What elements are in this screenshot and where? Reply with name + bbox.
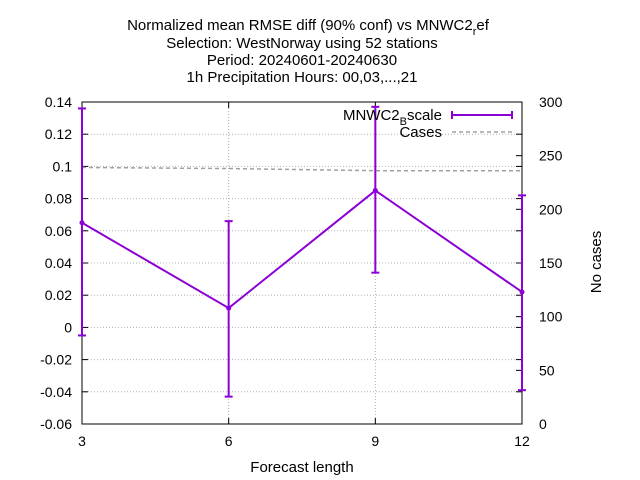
data-point bbox=[226, 305, 232, 311]
legend-label-mnwc2-bscale: MNWC2Bscale bbox=[343, 107, 442, 128]
x-tick-label: 12 bbox=[514, 433, 530, 449]
y-tick-label: -0.04 bbox=[40, 384, 72, 400]
y-tick-label: 0.04 bbox=[45, 255, 72, 271]
title-line-2: Selection: WestNorway using 52 stations bbox=[166, 35, 438, 52]
x-axis-label: Forecast length bbox=[250, 459, 353, 476]
y2-axis-label: No cases bbox=[588, 231, 605, 294]
y-tick-label: 0.02 bbox=[45, 287, 72, 303]
y2-tick-label: 100 bbox=[539, 309, 563, 325]
mnwc2-bscale-line bbox=[81, 189, 523, 310]
x-tick-label: 3 bbox=[78, 433, 86, 449]
y-tick-label: 0.08 bbox=[45, 191, 72, 207]
legend-label-cases: Cases bbox=[399, 124, 442, 141]
y-tick-label: 0.1 bbox=[53, 158, 73, 174]
y-tick-label: 0.06 bbox=[45, 223, 72, 239]
y2-tick-label: 300 bbox=[539, 94, 563, 110]
series-mnwc2-bscale bbox=[78, 105, 526, 398]
data-point bbox=[372, 188, 378, 194]
y-tick-label: 0 bbox=[64, 319, 72, 335]
data-point bbox=[79, 220, 85, 226]
y-tick-label: -0.02 bbox=[40, 352, 72, 368]
series-cases bbox=[81, 166, 522, 172]
grid bbox=[82, 102, 522, 424]
x-tick-label: 6 bbox=[225, 433, 233, 449]
y-tick-label: 0.14 bbox=[45, 94, 72, 110]
axes: -0.06 -0.04 -0.02 0 0.02 0.04 0.06 0.08 0.1 0.12 0… bbox=[40, 94, 562, 449]
y-tick-label: -0.06 bbox=[40, 416, 72, 432]
title-line-1: Normalized mean RMSE diff (90% conf) vs … bbox=[127, 17, 490, 38]
x-tick-label: 9 bbox=[371, 433, 379, 449]
title-line-4: 1h Precipitation Hours: 00,03,...,21 bbox=[187, 69, 418, 86]
y2-tick-label: 50 bbox=[539, 362, 555, 378]
y2-tick-label: 250 bbox=[539, 148, 563, 164]
title-line-3: Period: 20240601-20240630 bbox=[207, 52, 397, 69]
y-tick-label: 0.12 bbox=[45, 126, 72, 142]
chart-title: Normalized mean RMSE diff (90% conf) vs … bbox=[127, 17, 490, 86]
y2-tick-label: 200 bbox=[539, 201, 563, 217]
y2-tick-label: 150 bbox=[539, 255, 563, 271]
data-point bbox=[519, 289, 525, 295]
y2-tick-label: 0 bbox=[539, 416, 547, 432]
cases-line bbox=[81, 166, 522, 172]
